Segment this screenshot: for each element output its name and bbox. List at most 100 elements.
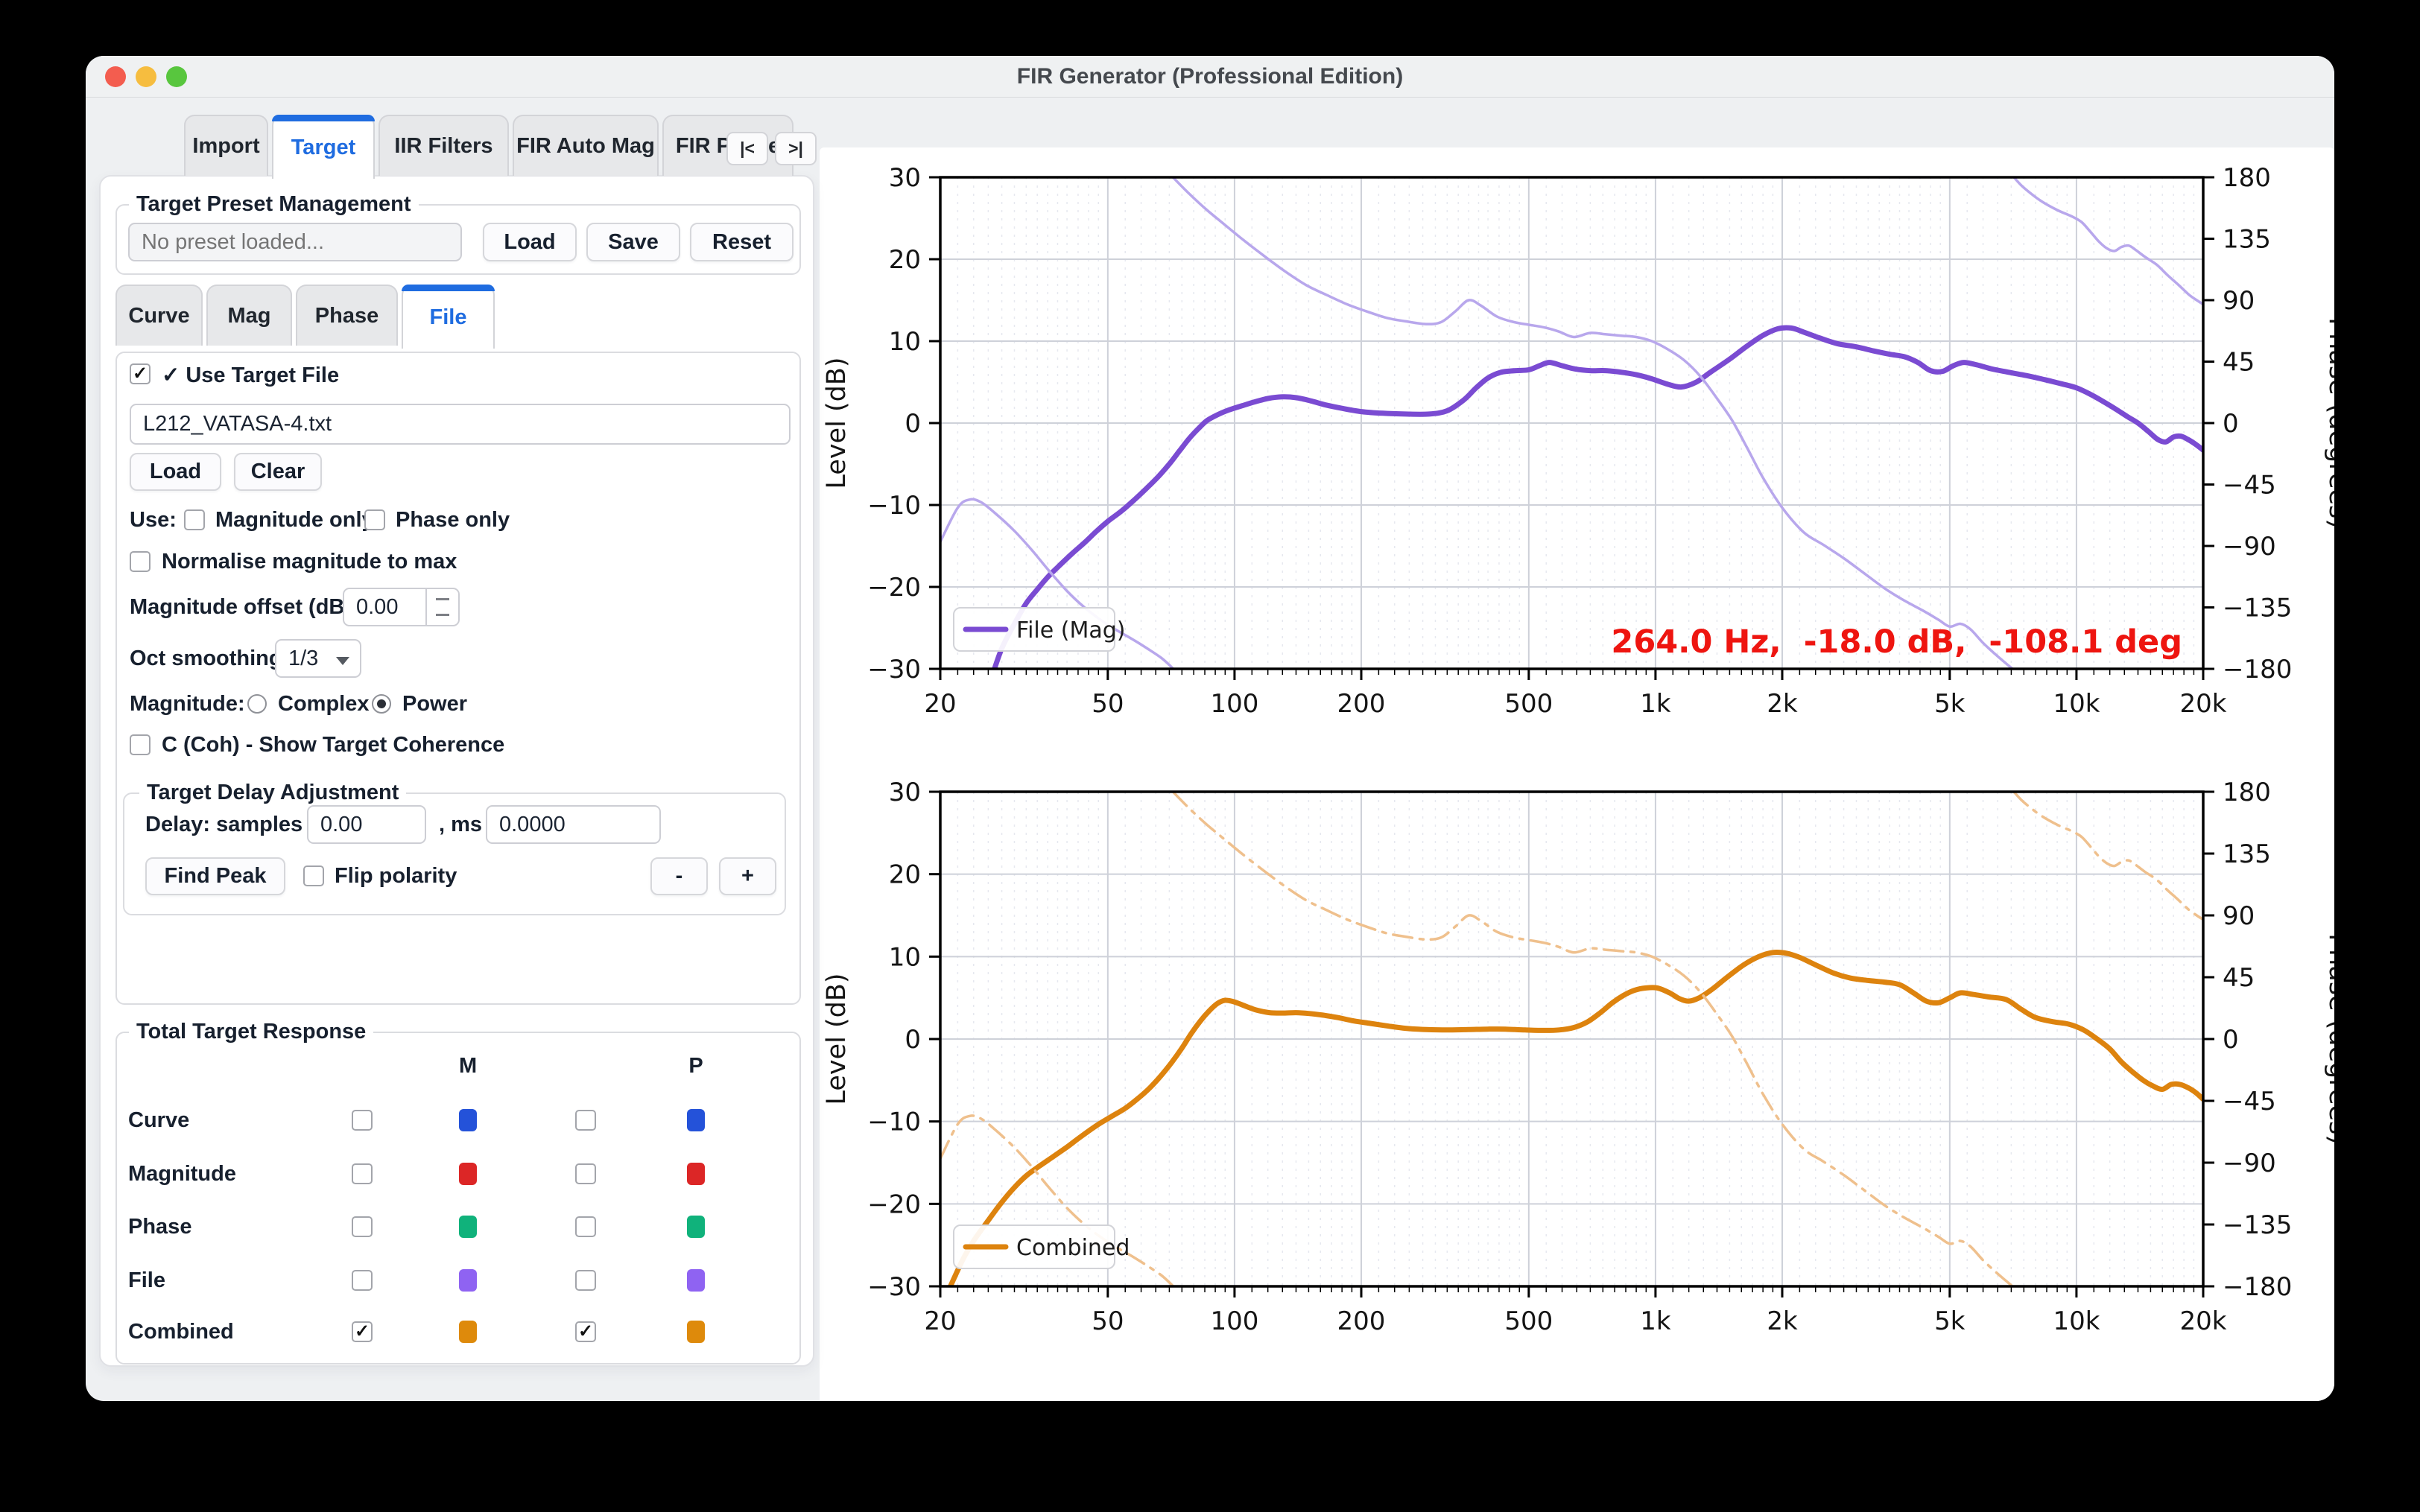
response-magnitude-m-checkbox[interactable] <box>352 1163 373 1184</box>
legend-label: Combined <box>1016 1235 1130 1261</box>
chart-canvas: 20501002005001k2k5k10k20k3020100−10−20−3… <box>784 740 2334 1383</box>
y-left-tick-label: −30 <box>867 1272 921 1302</box>
response-file-m-color-swatch[interactable] <box>459 1269 477 1292</box>
normalise-label: Normalise magnitude to max <box>162 550 457 574</box>
combined-response-chart[interactable]: 20501002005001k2k5k10k20k3020100−10−20−3… <box>940 792 2203 1286</box>
delay-increment-button[interactable]: + <box>719 857 776 895</box>
x-tick-label: 200 <box>1337 689 1386 719</box>
file-load-button[interactable]: Load <box>130 453 221 491</box>
use-label: Use: <box>130 508 177 533</box>
x-tick-label: 1k <box>1640 689 1671 719</box>
y-right-tick-label: −45 <box>2223 1087 2276 1116</box>
response-curve-m-checkbox[interactable] <box>352 1110 373 1131</box>
response-combined-m-checkbox[interactable]: ✓ <box>352 1321 373 1342</box>
file-clear-button[interactable]: Clear <box>234 453 322 491</box>
preset-save-button[interactable]: Save <box>586 223 680 261</box>
response-magnitude-p-checkbox[interactable] <box>575 1163 596 1184</box>
response-phase-p-checkbox[interactable] <box>575 1216 596 1237</box>
cursor-readout: 264.0 Hz, -18.0 dB, -108.1 deg <box>1611 623 2182 661</box>
delay-samples-input[interactable] <box>307 805 426 844</box>
tab-scroll-back-button[interactable]: |< <box>726 132 768 165</box>
x-tick-label: 100 <box>1210 1306 1258 1336</box>
tab-target[interactable]: Target <box>272 115 375 179</box>
delay-adjustment-group: Target Delay Adjustment <box>123 792 786 915</box>
y-right-axis-title: Phase (degrees) <box>2323 933 2334 1145</box>
y-right-tick-label: 180 <box>2223 163 2271 193</box>
mag-offset-spinbox[interactable]: 0.00 <box>343 588 460 626</box>
y-right-tick-label: 45 <box>2223 348 2255 378</box>
series-combined-mag <box>945 953 2203 1299</box>
delay-decrement-button[interactable]: - <box>650 857 708 895</box>
magnitude-complex-radio[interactable] <box>247 694 267 714</box>
tab-import[interactable]: Import <box>184 115 268 176</box>
coherence-checkbox[interactable] <box>130 734 151 755</box>
response-combined-m-color-swatch[interactable] <box>459 1321 477 1343</box>
response-magnitude-m-color-swatch[interactable] <box>459 1163 477 1185</box>
file-response-chart[interactable]: 20501002005001k2k5k10k20k3020100−10−20−3… <box>940 177 2203 669</box>
response-row-label: Phase <box>128 1215 191 1239</box>
delay-ms-input[interactable] <box>486 805 661 844</box>
y-right-tick-label: −90 <box>2223 532 2276 562</box>
oct-smoothing-dropdown[interactable]: 1/3 <box>275 639 361 678</box>
normalise-checkbox[interactable] <box>130 551 151 572</box>
magnitude-mode-label: Magnitude: <box>130 692 245 717</box>
y-left-tick-label: 20 <box>889 245 921 275</box>
y-left-tick-label: −20 <box>867 1189 921 1219</box>
column-header-m: M <box>459 1054 477 1079</box>
preset-load-button[interactable]: Load <box>483 223 577 261</box>
x-tick-label: 100 <box>1210 689 1258 719</box>
target-filename-input[interactable] <box>130 404 791 445</box>
tab-file[interactable]: File <box>402 285 495 349</box>
x-tick-label: 10k <box>2053 689 2100 719</box>
tab-mag[interactable]: Mag <box>206 285 292 346</box>
spinner-arrows-icon[interactable] <box>425 589 458 625</box>
use-target-file-checkbox[interactable]: ✓ <box>130 363 151 384</box>
response-phase-m-color-swatch[interactable] <box>459 1216 477 1238</box>
tab-fir-auto-mag[interactable]: FIR Auto Mag <box>513 115 659 176</box>
preset-management-legend: Target Preset Management <box>129 192 419 217</box>
response-combined-p-checkbox[interactable]: ✓ <box>575 1321 596 1342</box>
response-file-m-checkbox[interactable] <box>352 1270 373 1291</box>
y-right-tick-label: 135 <box>2223 225 2271 255</box>
response-row-label: Magnitude <box>128 1162 236 1187</box>
total-target-response-group: Total Target Response <box>115 1032 801 1365</box>
tab-label: Target <box>291 136 355 160</box>
response-file-p-checkbox[interactable] <box>575 1270 596 1291</box>
find-peak-button[interactable]: Find Peak <box>145 857 285 895</box>
tab-phase[interactable]: Phase <box>296 285 398 346</box>
response-row-label: Curve <box>128 1108 189 1133</box>
magnitude-power-label: Power <box>402 692 467 717</box>
phase-only-checkbox[interactable] <box>364 509 385 530</box>
response-curve-p-checkbox[interactable] <box>575 1110 596 1131</box>
response-curve-m-color-swatch[interactable] <box>459 1109 477 1131</box>
chart-series <box>940 792 2203 1299</box>
y-right-tick-label: −135 <box>2223 594 2292 623</box>
preset-name-input[interactable] <box>128 223 462 261</box>
response-phase-p-color-swatch[interactable] <box>687 1216 705 1238</box>
delay-adjustment-legend: Target Delay Adjustment <box>139 781 406 805</box>
y-right-tick-label: −180 <box>2223 655 2292 684</box>
tab-scroll-forward-button[interactable]: >| <box>775 132 817 165</box>
chart-canvas: 20501002005001k2k5k10k20k3020100−10−20−3… <box>784 125 2334 766</box>
y-left-tick-label: 30 <box>889 163 921 193</box>
chart-panel: 20501002005001k2k5k10k20k3020100−10−20−3… <box>820 147 2334 1401</box>
y-left-axis-title: Level (dB) <box>822 357 852 489</box>
chart-legend: File (Mag) <box>954 608 1125 651</box>
response-phase-m-checkbox[interactable] <box>352 1216 373 1237</box>
preset-reset-button[interactable]: Reset <box>690 223 794 261</box>
x-tick-label: 2k <box>1767 1306 1798 1336</box>
response-file-p-color-swatch[interactable] <box>687 1269 705 1292</box>
tab-curve[interactable]: Curve <box>115 285 203 346</box>
window-title: FIR Generator (Professional Edition) <box>86 56 2334 98</box>
response-magnitude-p-color-swatch[interactable] <box>687 1163 705 1185</box>
x-tick-label: 20k <box>2180 689 2227 719</box>
flip-polarity-checkbox[interactable] <box>303 865 324 886</box>
series-combined-phase <box>2014 792 2203 920</box>
response-combined-p-color-swatch[interactable] <box>687 1321 705 1343</box>
magnitude-only-checkbox[interactable] <box>184 509 205 530</box>
magnitude-power-radio[interactable] <box>372 694 391 714</box>
response-row-label: Combined <box>128 1320 234 1344</box>
x-tick-label: 50 <box>1092 1306 1124 1336</box>
response-curve-p-color-swatch[interactable] <box>687 1109 705 1131</box>
tab-iir-filters[interactable]: IIR Filters <box>378 115 509 176</box>
